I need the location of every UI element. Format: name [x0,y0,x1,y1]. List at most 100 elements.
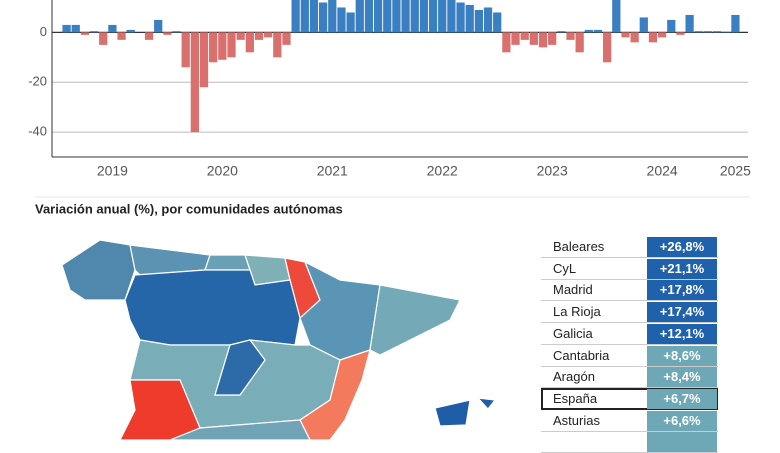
bar [355,0,364,33]
bar [346,12,355,33]
region-name: Baleares [553,239,605,254]
bar [264,32,273,38]
bar [712,31,722,33]
bar [318,2,328,33]
bar [309,0,319,33]
bar [456,2,465,33]
table-row: Galicia +12,1% [541,323,718,345]
bar [438,0,447,33]
bar [163,32,172,35]
region-value: +21,1% [647,258,717,279]
bar [401,0,410,33]
region-name: Madrid [553,282,593,298]
region-value: +8,6% [647,345,717,366]
table-row: España +6,7% [541,387,718,410]
bar [410,0,419,33]
x-tick-label: 2022 [427,163,458,179]
region-name: La Rioja [553,304,601,320]
table-row: CyL +21,1% [541,258,718,280]
bar [99,32,108,45]
bar [538,32,548,48]
region-value: +6,6% [647,410,717,431]
table-row: Asturias +6,6% [541,410,718,432]
bar [227,32,236,58]
bar [245,32,254,53]
bar [566,32,575,40]
bar [676,32,685,35]
bar [392,0,401,33]
bar [383,0,392,33]
table-row: La Rioja +17,4% [541,301,718,324]
region-value: +12,1% [647,323,717,344]
bar [667,19,676,33]
x-tick-label: 2019 [97,163,128,179]
region [214,339,266,396]
bar [181,32,190,68]
bar [291,0,300,33]
bar [657,32,667,38]
bar [273,32,282,58]
bar [731,14,740,33]
bar [575,32,584,53]
bar [300,0,309,33]
x-tick-label: 2024 [647,163,678,179]
bar [722,31,731,33]
region [169,419,311,440]
bar [126,29,135,33]
y-tick-label: 0 [40,24,47,39]
bar [603,32,612,63]
bar [236,32,245,40]
bar [703,31,713,33]
bar [328,0,337,33]
region-value: +17,8% [647,280,717,301]
region-value: +8,4% [647,367,717,388]
region-name: España [553,390,598,406]
region-name: Aragón [553,369,595,385]
bar [511,32,520,45]
bar [199,32,209,88]
bar [172,31,181,33]
region [299,349,371,440]
bar [584,29,593,33]
bar [648,32,658,43]
bar [89,31,99,33]
bar [474,9,484,33]
region-name: Galicia [553,325,593,341]
bar [117,32,126,40]
region [434,399,471,427]
bar [282,32,291,45]
bar [612,0,621,33]
bar [529,32,538,45]
region [299,260,381,361]
bar [190,32,199,133]
chart: Variación anual (%), por comunidades aut… [28,0,751,440]
bar [144,32,154,40]
bar [593,29,603,33]
region-value: +6,7% [647,388,717,409]
table-row: Baleares +26,8% [541,236,718,258]
table-row: Cantabria +8,6% [541,345,718,367]
bar [502,32,511,53]
bar [447,0,456,33]
bar [71,24,80,33]
y-tick-label: -20 [28,74,47,89]
x-tick-label: 2020 [207,163,238,179]
region-value: +26,8% [647,237,717,257]
x-tick-label: 2023 [537,163,568,179]
bar [639,17,648,33]
table-row [541,431,718,453]
bar [520,32,529,40]
bar [62,24,71,33]
bar [364,0,374,33]
region-value: +17,4% [647,302,717,323]
bar [254,32,264,40]
bar [557,31,566,33]
region-name: Cantabria [553,347,610,363]
bar [428,0,438,33]
map-title: Variación anual (%), por comunidades aut… [35,201,343,216]
bar [493,12,502,33]
region [61,239,136,301]
x-tick-label: 2021 [317,163,348,179]
bar [373,0,383,33]
bar [218,32,227,60]
